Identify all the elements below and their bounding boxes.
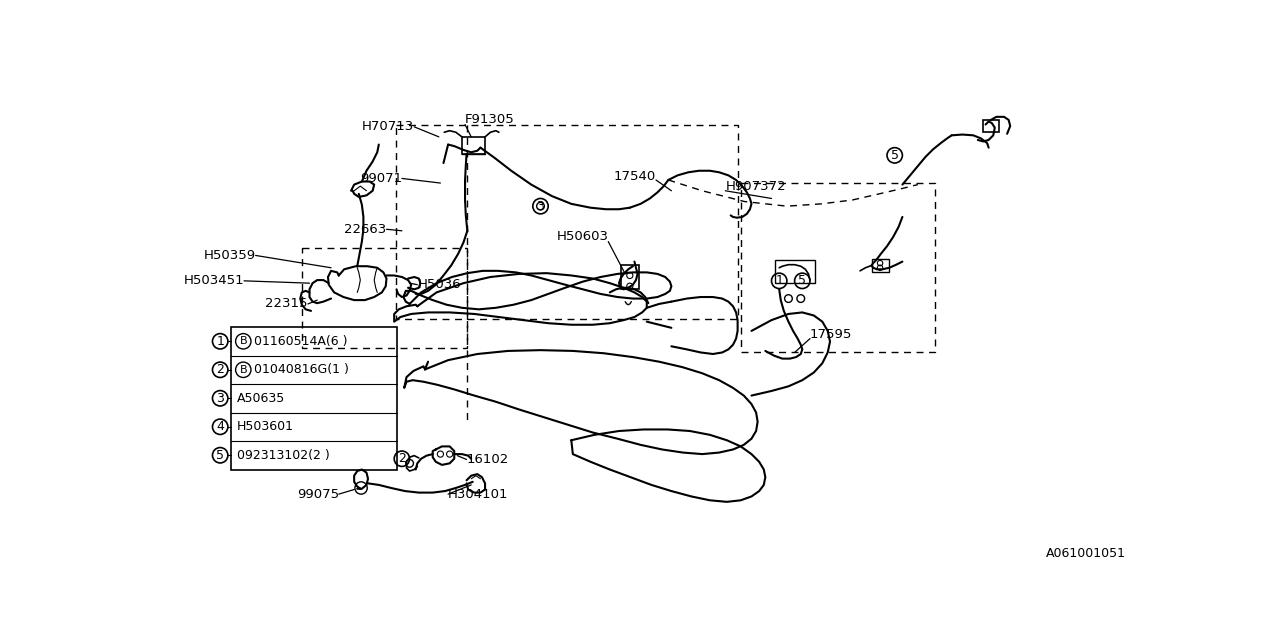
Text: H70713: H70713 (362, 120, 415, 133)
Text: 5: 5 (799, 275, 806, 287)
Text: 99071: 99071 (360, 172, 402, 185)
Text: H5036: H5036 (417, 278, 461, 291)
Text: 22663: 22663 (344, 223, 387, 236)
Text: 3: 3 (216, 392, 224, 404)
Text: 17595: 17595 (810, 328, 852, 341)
Text: 5: 5 (216, 449, 224, 461)
Text: 5: 5 (891, 149, 899, 162)
Text: B: B (239, 336, 247, 346)
Text: B: B (239, 365, 247, 375)
Text: H503451: H503451 (183, 275, 244, 287)
Text: 4: 4 (216, 420, 224, 433)
Text: 092313102(2 ): 092313102(2 ) (237, 449, 330, 461)
Text: H503601: H503601 (237, 420, 294, 433)
Text: H50359: H50359 (204, 249, 256, 262)
Text: H907372: H907372 (726, 180, 786, 193)
Text: H50603: H50603 (557, 230, 608, 243)
Text: 1: 1 (776, 275, 783, 287)
Text: 1: 1 (216, 335, 224, 348)
Text: 99075: 99075 (297, 488, 339, 500)
Text: 01040816G(1 ): 01040816G(1 ) (253, 364, 349, 376)
Text: 17540: 17540 (613, 170, 657, 184)
Text: 2: 2 (398, 452, 406, 465)
Text: 22315: 22315 (265, 298, 308, 310)
Text: A50635: A50635 (237, 392, 285, 404)
Text: 16102: 16102 (467, 453, 509, 466)
Text: H304101: H304101 (448, 488, 508, 500)
Text: A061001051: A061001051 (1046, 547, 1125, 561)
Text: 01160514A(6 ): 01160514A(6 ) (253, 335, 348, 348)
Text: 2: 2 (216, 364, 224, 376)
Text: 3: 3 (536, 200, 544, 212)
Text: F91305: F91305 (465, 113, 515, 125)
